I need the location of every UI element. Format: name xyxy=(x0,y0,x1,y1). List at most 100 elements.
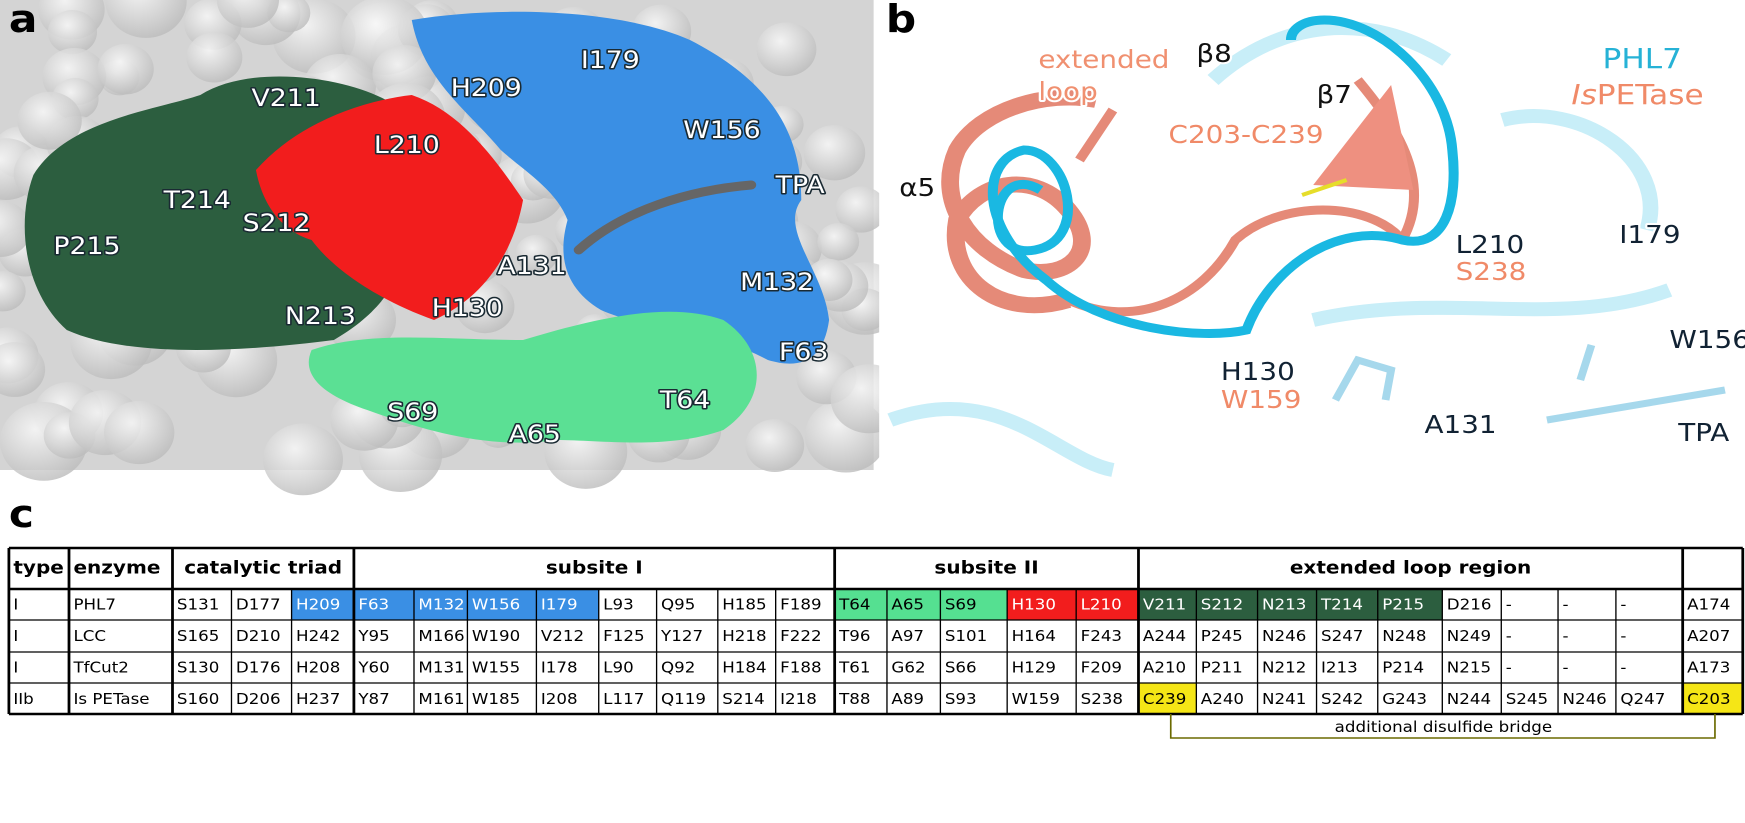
table-cell: PHL7 xyxy=(73,596,116,614)
residue-label: V211 xyxy=(252,83,321,111)
table-cell: C239 xyxy=(1143,690,1187,708)
table-cell: L117 xyxy=(603,690,644,708)
table-cell: - xyxy=(1506,596,1512,614)
table-cell: Y95 xyxy=(357,627,389,645)
table-header: type xyxy=(13,558,64,579)
annotation: loop xyxy=(1038,77,1097,106)
annotation: α5 xyxy=(899,173,935,202)
residue-label: I179 xyxy=(581,45,640,73)
annotation: β8 xyxy=(1196,39,1231,68)
table-header: catalytic triad xyxy=(184,558,342,579)
table-cell: H184 xyxy=(722,659,766,677)
surface-bump xyxy=(0,342,46,397)
residue-label: I179 xyxy=(1619,220,1680,249)
highlight xyxy=(1196,589,1258,620)
table-cell: - xyxy=(1562,596,1568,614)
surface-bump xyxy=(186,32,243,83)
surface-bump xyxy=(817,223,860,261)
surface-bump xyxy=(103,400,175,465)
table-cell: I218 xyxy=(780,690,817,708)
background-ribbon xyxy=(887,21,1673,477)
table-cell: V212 xyxy=(541,627,584,645)
table-cell: S245 xyxy=(1506,690,1548,708)
legend-label: IsPETase xyxy=(1571,78,1703,110)
table-cell: A65 xyxy=(891,596,924,614)
table-cell: IIb xyxy=(13,690,33,708)
residue-label: A131 xyxy=(497,251,566,279)
table-cell: A240 xyxy=(1201,690,1244,708)
table-cell: A174 xyxy=(1687,596,1730,614)
panel-label: c xyxy=(9,493,34,536)
table-cell: S93 xyxy=(945,690,977,708)
surface-bump xyxy=(97,43,154,95)
table-cell: I xyxy=(13,596,18,614)
table-cell: W190 xyxy=(472,627,520,645)
table-cell: W159 xyxy=(1012,690,1060,708)
table-cell: A173 xyxy=(1687,659,1730,677)
table-cell: Q247 xyxy=(1620,690,1665,708)
table-cell: N248 xyxy=(1382,627,1426,645)
highlight xyxy=(1007,589,1077,620)
legend-label: PHL7 xyxy=(1603,42,1682,74)
table-cell: D177 xyxy=(236,596,281,614)
ispetase-helix xyxy=(941,89,1099,314)
table-cell: L210 xyxy=(1081,596,1122,614)
table-cell: - xyxy=(1620,627,1626,645)
table-cell: I213 xyxy=(1321,659,1358,677)
highlight xyxy=(353,589,414,620)
surface-bump xyxy=(745,419,805,472)
subsite-green xyxy=(308,311,757,443)
highlight xyxy=(291,589,354,620)
table-cell: S130 xyxy=(177,659,219,677)
table-cell: H130 xyxy=(1012,596,1056,614)
table-cell: I208 xyxy=(541,690,578,708)
residue-label: S69 xyxy=(387,397,438,425)
residue-label: S238 xyxy=(1456,257,1527,286)
table-cell: V211 xyxy=(1143,596,1186,614)
table-cell: F209 xyxy=(1081,659,1122,677)
table-cell: P245 xyxy=(1201,627,1243,645)
table-cell: T88 xyxy=(838,690,870,708)
residue-label: A65 xyxy=(509,419,561,447)
table-cell: L93 xyxy=(603,596,634,614)
table-cell: - xyxy=(1562,627,1568,645)
table-cell: S165 xyxy=(177,627,219,645)
annotation: C203-C239 xyxy=(1169,120,1324,149)
residue-label: H209 xyxy=(451,73,522,101)
highlight xyxy=(1682,683,1743,714)
residue-label: T214 xyxy=(163,185,231,213)
residue-label: L210 xyxy=(374,130,440,158)
table-cell: P215 xyxy=(1382,596,1424,614)
residue-label: H130 xyxy=(1221,357,1295,386)
highlight xyxy=(886,589,941,620)
panel-a: a V211 L210 H209 I179 W156 TPA T214 S212… xyxy=(0,0,908,496)
table-cell: M161 xyxy=(418,690,464,708)
table-cell: H185 xyxy=(722,596,766,614)
highlight xyxy=(413,589,468,620)
table-cell: N244 xyxy=(1447,690,1491,708)
table-cell: M132 xyxy=(418,596,464,614)
phl7-ribbon xyxy=(987,15,1459,338)
residue-label: M132 xyxy=(740,267,814,295)
table-cell: Y60 xyxy=(357,659,389,677)
table-cell: N249 xyxy=(1447,627,1491,645)
table-cell: H129 xyxy=(1012,659,1056,677)
table-cell: S160 xyxy=(177,690,219,708)
table-cell: W156 xyxy=(472,596,520,614)
table-cell: W155 xyxy=(472,659,520,677)
legend-label-rest: PETase xyxy=(1597,78,1704,110)
table-header: subsite I xyxy=(546,558,643,579)
beta-strand xyxy=(1313,85,1414,190)
table-cell: Y87 xyxy=(357,690,389,708)
surface-bump xyxy=(0,271,26,312)
surface-bump xyxy=(756,22,817,77)
surface-bump xyxy=(47,10,97,55)
highlight xyxy=(1138,683,1197,714)
table-cell: D206 xyxy=(236,690,281,708)
table-cell: S238 xyxy=(1081,690,1123,708)
annotation: extended xyxy=(1038,45,1169,74)
surface-bump xyxy=(835,186,887,233)
bracket xyxy=(1169,714,1716,739)
residue-table: I PHL7 S131 D177 H209 F63 M132 W156 I179 L93 Q95 H1… xyxy=(7,546,1745,739)
